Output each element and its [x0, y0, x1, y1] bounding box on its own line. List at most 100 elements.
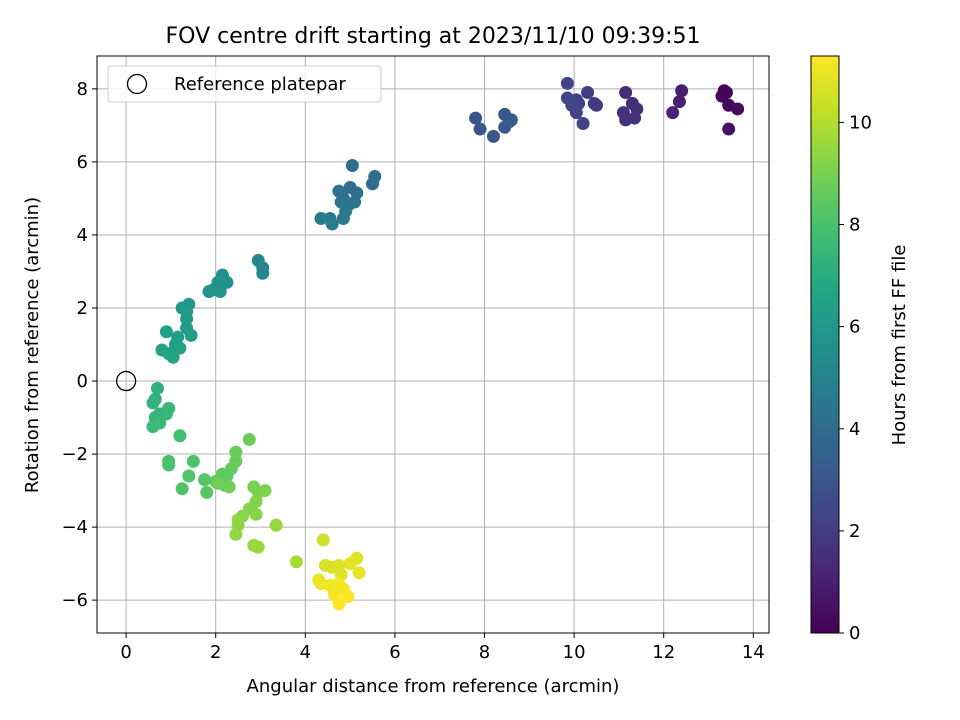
data-point	[325, 217, 339, 231]
data-point	[590, 98, 604, 112]
legend: Reference platepar	[107, 65, 382, 103]
colorbar-tick-label: 8	[849, 215, 860, 236]
data-point	[186, 454, 200, 468]
y-tick-label: 0	[77, 371, 88, 392]
data-point	[180, 312, 194, 326]
legend-box	[107, 65, 382, 103]
x-axis-ticks: 0 2 4 6 8 10 12 14	[120, 633, 765, 663]
data-point	[198, 473, 212, 487]
data-point	[486, 129, 500, 143]
x-tick-label: 6	[389, 642, 400, 663]
data-point	[184, 328, 198, 342]
data-point	[229, 445, 243, 459]
data-point	[731, 102, 745, 116]
data-point	[348, 195, 362, 209]
colorbar-gradient	[810, 55, 840, 634]
data-point	[162, 401, 176, 415]
y-axis-label: Rotation from reference (arcmin)	[22, 197, 43, 493]
data-point	[173, 429, 187, 443]
data-point	[352, 566, 366, 580]
x-tick-label: 12	[652, 642, 675, 663]
data-point	[242, 432, 256, 446]
data-points	[146, 76, 745, 611]
data-point	[469, 111, 483, 125]
reference-marker-group	[115, 370, 137, 392]
data-point	[366, 177, 380, 191]
grid-lines	[97, 56, 769, 633]
x-tick-label: 4	[300, 642, 311, 663]
data-point	[146, 420, 160, 434]
x-tick-label: 8	[479, 642, 490, 663]
data-point	[173, 341, 187, 355]
x-tick-label: 14	[742, 642, 765, 663]
data-point	[220, 275, 234, 289]
y-tick-label: 4	[77, 225, 88, 246]
x-tick-label: 10	[563, 642, 586, 663]
plot-frame	[96, 55, 770, 634]
legend-entry-reference: Reference platepar	[174, 74, 346, 95]
colorbar-ticks: 0 2 4 6 8 10	[839, 112, 872, 644]
y-tick-label: −6	[61, 590, 88, 611]
y-tick-label: 2	[77, 298, 88, 319]
data-point	[249, 507, 263, 521]
y-tick-label: −2	[61, 444, 88, 465]
data-point	[581, 86, 595, 100]
data-point	[628, 111, 642, 125]
data-point	[672, 95, 686, 109]
x-tick-label: 0	[120, 642, 131, 663]
data-point	[314, 212, 328, 226]
y-axis-ticks: −6 −4 −2 0 2 4 6 8	[61, 79, 97, 611]
data-point	[343, 557, 357, 571]
colorbar-tick-label: 4	[849, 419, 860, 440]
y-tick-label: 6	[77, 152, 88, 173]
data-point	[222, 480, 236, 494]
data-point	[175, 482, 189, 496]
data-point	[258, 484, 272, 498]
legend-marker-circle	[126, 73, 148, 95]
data-point	[256, 266, 270, 280]
x-axis-label: Angular distance from reference (arcmin)	[247, 676, 620, 697]
y-tick-label: −4	[61, 517, 88, 538]
data-point	[473, 122, 487, 136]
data-point	[229, 527, 243, 541]
data-point	[211, 476, 225, 490]
data-point	[146, 396, 160, 410]
colorbar-label: Hours from first FF file	[889, 245, 910, 446]
data-point	[251, 540, 265, 554]
x-tick-label: 2	[210, 642, 221, 663]
data-point	[666, 106, 680, 120]
colorbar-tick-label: 10	[849, 112, 872, 133]
data-point	[182, 469, 196, 483]
chart-title: FOV centre drift starting at 2023/11/10 …	[166, 24, 701, 49]
data-point	[289, 555, 303, 569]
data-point	[565, 96, 579, 110]
data-point	[316, 533, 330, 547]
data-point	[229, 454, 243, 468]
colorbar-tick-label: 6	[849, 317, 860, 338]
data-point	[213, 285, 227, 299]
data-point	[560, 76, 574, 90]
data-point	[675, 84, 689, 98]
data-point	[162, 458, 176, 472]
data-point	[332, 597, 346, 611]
data-point	[722, 122, 736, 136]
colorbar-tick-label: 0	[849, 623, 860, 644]
reference-platepar-marker	[115, 370, 137, 392]
colorbar-tick-label: 2	[849, 521, 860, 542]
data-point	[345, 159, 359, 173]
y-tick-label: 8	[77, 79, 88, 100]
data-point	[336, 212, 350, 226]
data-point	[159, 325, 173, 339]
data-point	[150, 381, 164, 395]
data-point	[504, 113, 518, 127]
data-point	[719, 86, 733, 100]
colorbar: 0 2 4 6 8 10 Hours from first FF file	[810, 55, 910, 644]
data-point	[341, 589, 355, 603]
data-point	[269, 518, 283, 532]
data-point	[202, 285, 216, 299]
data-point	[166, 350, 180, 364]
data-point	[576, 117, 590, 131]
data-point	[200, 485, 214, 499]
data-point	[619, 86, 633, 100]
